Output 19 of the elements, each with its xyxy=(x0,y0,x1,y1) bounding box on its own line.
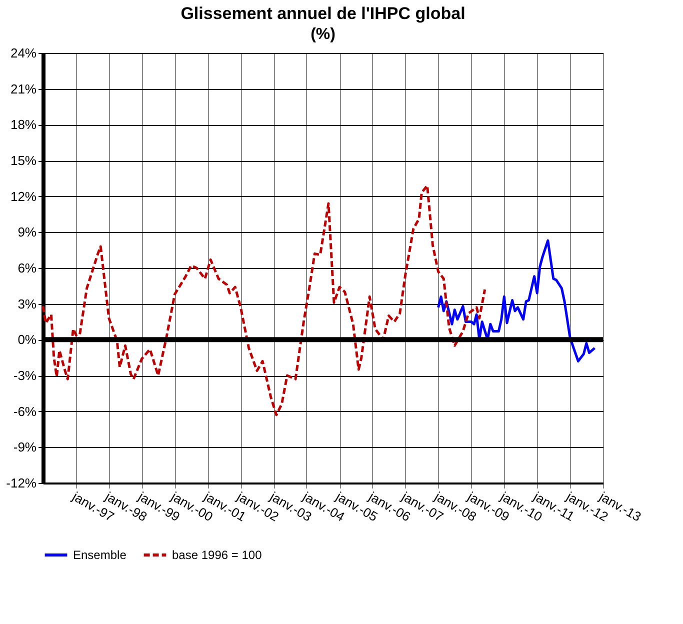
y-tick-label: -3% xyxy=(13,368,37,383)
legend-label: base 1996 = 100 xyxy=(172,548,262,562)
chart-subtitle: (%) xyxy=(310,26,336,43)
y-tick-label: 0% xyxy=(18,332,37,348)
y-tick-label: 9% xyxy=(18,224,37,240)
y-tick-label: 3% xyxy=(18,296,37,312)
y-tick-label: 18% xyxy=(10,117,37,132)
legend-label: Ensemble xyxy=(73,548,127,562)
y-tick-label: 15% xyxy=(10,153,37,168)
line-series xyxy=(42,184,486,416)
y-tick-label: 21% xyxy=(10,81,37,96)
line-series xyxy=(436,239,596,362)
y-tick-label: 6% xyxy=(18,260,37,276)
y-tick-label: -6% xyxy=(13,404,37,419)
y-tick-label: 24% xyxy=(10,46,37,60)
y-tick-label: -9% xyxy=(13,440,37,455)
chart-title: Glissement annuel de l'IHPC global xyxy=(180,4,466,23)
y-tick-label: -12% xyxy=(6,476,37,490)
y-tick-label: 12% xyxy=(10,188,37,204)
